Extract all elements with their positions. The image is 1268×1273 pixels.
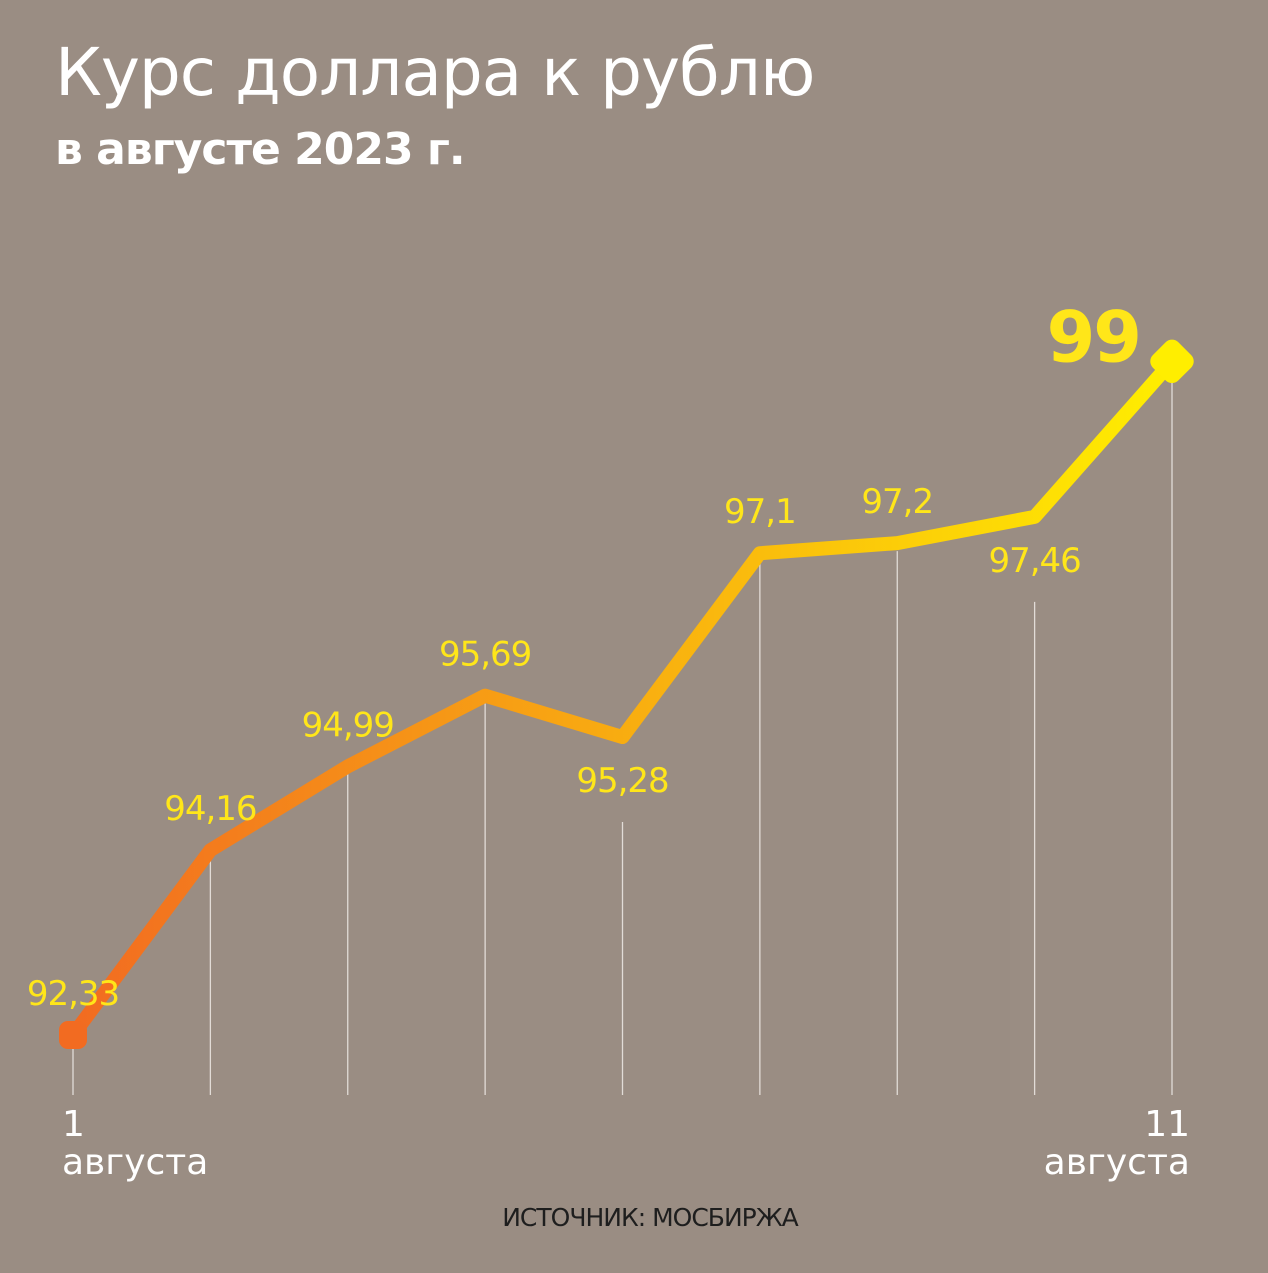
data-label: 92,33 [27, 974, 119, 1014]
x-tick-start-day: 1 [62, 1104, 85, 1145]
end-point-marker [1150, 339, 1194, 384]
chart-title: Курс доллара к рублю [55, 34, 815, 111]
data-label: 99 [1047, 296, 1140, 378]
x-tick-end: 11 августа [1044, 1106, 1190, 1182]
data-label: 97,46 [988, 541, 1080, 581]
chart-subtitle: в августе 2023 г. [55, 124, 466, 175]
start-point-marker [59, 1021, 87, 1049]
data-label: 94,99 [302, 705, 394, 745]
data-label: 95,28 [576, 761, 668, 801]
x-tick-start-month: августа [62, 1141, 209, 1183]
data-label: 94,16 [164, 789, 256, 829]
data-label: 97,1 [724, 492, 796, 532]
source-note: ИСТОЧНИК: МОСБИРЖА [502, 1203, 799, 1232]
data-label: 97,2 [861, 482, 933, 522]
x-tick-start: 1 августа [62, 1106, 208, 1182]
x-tick-end-month: августа [1043, 1141, 1190, 1183]
x-tick-end-day: 11 [1144, 1104, 1190, 1145]
data-label: 95,69 [439, 635, 531, 675]
series-line [66, 354, 1179, 1042]
